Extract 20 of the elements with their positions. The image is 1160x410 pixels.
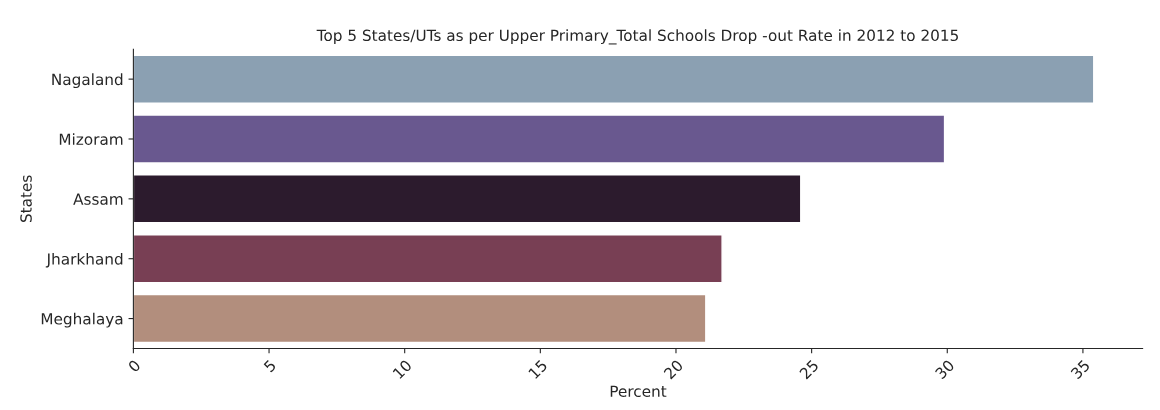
y-tick-label: Meghalaya xyxy=(41,312,123,328)
y-axis-title: States xyxy=(20,175,32,223)
x-axis-title: Percent xyxy=(610,385,667,398)
x-tick-label: 10 xyxy=(392,359,413,380)
x-tick-label: 25 xyxy=(798,359,820,380)
x-tick-label: 35 xyxy=(1070,359,1091,380)
y-tick-label: Assam xyxy=(73,193,123,205)
bar xyxy=(133,114,946,164)
chart-title: Top 5 States/UTs as per Upper Primary_Total Schools Drop -out Rate in 2012 to 2015 xyxy=(316,29,958,45)
bar xyxy=(133,54,1095,104)
bar xyxy=(133,234,723,284)
x-tick-label: 30 xyxy=(934,359,955,380)
x-tick-label: 0 xyxy=(127,359,142,373)
x-tick-label: 20 xyxy=(663,359,684,380)
x-tick-label: 15 xyxy=(528,359,548,380)
y-tick-label: Nagaland xyxy=(52,73,123,89)
bar xyxy=(133,293,707,344)
y-tick-label: Mizoram xyxy=(59,133,123,146)
x-tick-label: 5 xyxy=(263,359,277,373)
y-tick-label: Jharkhand xyxy=(45,252,123,268)
